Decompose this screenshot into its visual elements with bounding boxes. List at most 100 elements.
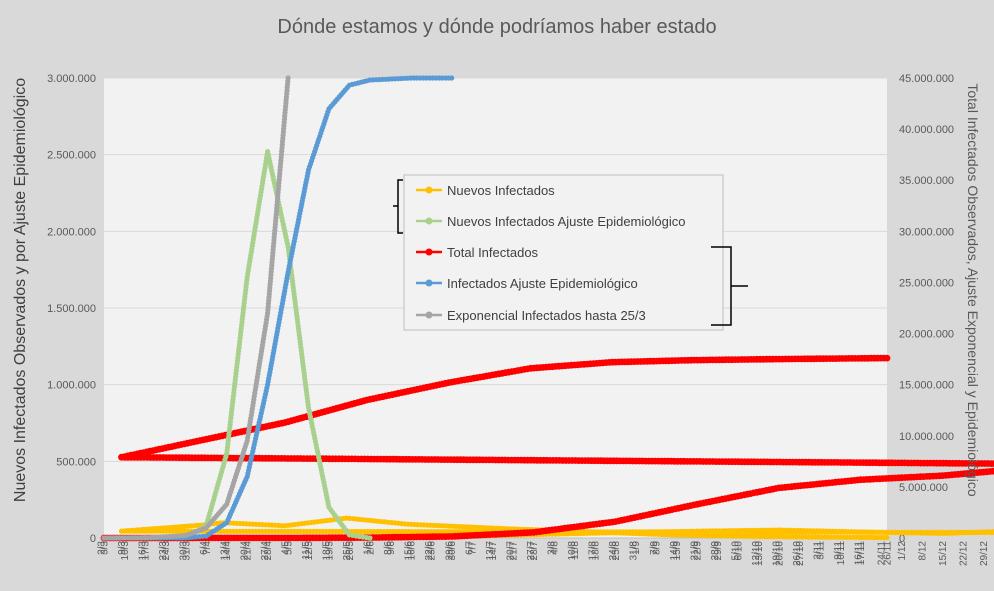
x-tick-label: 6/7	[465, 541, 476, 555]
legend-swatch-marker	[425, 279, 433, 287]
x-tick-label: 17/8	[587, 541, 598, 561]
legend-entry: Exponencial Infectados hasta 25/3	[416, 308, 646, 323]
series-marker	[449, 75, 455, 81]
x-tick-label: 24/11	[877, 541, 888, 566]
x-tick-label: 3/11	[815, 541, 826, 560]
x-tick-label: 7/7	[468, 541, 479, 555]
x-tick-label: 21/9	[690, 541, 701, 561]
x-tick-label: 28/7	[529, 541, 540, 561]
y2-tick-label: 30.000.000	[899, 226, 954, 238]
x-tick-label: 12/5	[304, 541, 315, 561]
y-tick-label: 2.000.000	[47, 226, 96, 238]
x-tick-label: 10/3	[120, 541, 131, 561]
x-tick-label: 2/6	[365, 541, 376, 555]
x-tick-label: 23/3	[158, 541, 169, 561]
x-tick-label: 14/7	[488, 541, 499, 561]
x-tick-label: 29/12	[979, 541, 990, 566]
y-tick-label: 500.000	[56, 456, 96, 468]
y2-axis-label: Total Infectados Observados, Ajuste Expo…	[965, 83, 981, 496]
legend-entry: Total Infectados	[416, 245, 539, 260]
legend-label: Nuevos Infectados	[447, 183, 555, 198]
x-tick-label: 27/4	[260, 541, 271, 561]
x-tick-label: 27/7	[526, 541, 537, 561]
y2-tick-label: 45.000.000	[899, 73, 954, 85]
x-tick-label: 16/11	[853, 541, 864, 566]
x-tick-label: 8/12	[918, 541, 929, 561]
x-tick-label: 16/6	[406, 541, 417, 561]
x-tick-label: 5/10	[731, 541, 742, 561]
legend: Nuevos Infectados Nuevos Infectados Ajust…	[393, 174, 748, 331]
x-tick-label: 26/11	[883, 541, 894, 566]
series-marker	[367, 535, 373, 541]
x-tick-label: 18/8	[590, 541, 601, 561]
y2-tick-label: 25.000.000	[899, 277, 954, 289]
y-tick-label: 2.500.000	[47, 150, 96, 162]
x-tick-label: 20/7	[506, 541, 517, 561]
y2-tick-label: 35.000.000	[899, 175, 954, 187]
x-tick-label: 2/11	[812, 541, 823, 560]
x-tick-label: 25/8	[611, 541, 622, 561]
series-marker	[989, 467, 994, 475]
legend-label: Infectados Ajuste Epidemiológico	[447, 276, 638, 291]
y2-tick-label: 5.000.000	[899, 482, 948, 494]
x-tick-label: 15/12	[938, 541, 949, 566]
x-tick-label: 22/12	[958, 541, 969, 566]
x-tick-label: 30/3	[178, 541, 189, 561]
x-tick-label: 19/10	[771, 541, 782, 566]
x-tick-label: 21/7	[509, 541, 520, 561]
legend-bracket-right	[711, 246, 748, 326]
x-tick-label: 7/4	[202, 541, 213, 555]
legend-label: Nuevos Infectados Ajuste Epidemiológico	[447, 214, 685, 229]
y2-tick-label: 10.000.000	[899, 431, 954, 443]
y-axis-label: Nuevos Infectados Observados y por Ajust…	[12, 78, 29, 502]
x-tick-label: 9/11	[833, 541, 844, 560]
y2-tick-label: 0	[899, 533, 905, 545]
x-tick-label: 4/5	[281, 541, 292, 555]
legend-swatch-marker	[425, 311, 433, 319]
x-tick-label: 4/8	[549, 541, 560, 555]
x-tick-label: 20/4	[240, 541, 251, 561]
x-tick-label: 2/3	[97, 541, 108, 555]
x-tick-label: 24/8	[608, 541, 619, 561]
x-tick-label: 13/10	[754, 541, 765, 566]
x-tick-label: 9/6	[386, 541, 397, 555]
series-marker	[285, 75, 291, 81]
x-tick-label: 21/4	[243, 541, 254, 561]
x-tick-label: 7/9	[649, 541, 660, 555]
x-tick-label: 17/3	[140, 541, 151, 561]
x-tick-label: 3/3	[100, 541, 111, 555]
y2-tick-label: 40.000.000	[899, 124, 954, 136]
x-tick-label: 20/10	[774, 541, 785, 566]
x-tick-label: 23/6	[427, 541, 438, 561]
legend-swatch-marker	[425, 217, 433, 225]
chart-title: Dónde estamos y dónde podríamos haber es…	[277, 16, 716, 38]
x-tick-label: 31/3	[181, 541, 192, 561]
x-tick-label: 11/5	[301, 541, 312, 560]
x-tick-label: 6/4	[199, 541, 210, 555]
y-tick-label: 1.500.000	[47, 303, 96, 315]
x-tick-label: 28/9	[710, 541, 721, 561]
legend-entry: Nuevos Infectados	[416, 183, 555, 198]
x-tick-label: 3/8	[547, 541, 558, 555]
series-marker	[884, 534, 890, 541]
x-tick-label: 10/8	[567, 541, 578, 561]
x-tick-label: 13/4	[219, 541, 230, 561]
x-tick-label: 13/7	[485, 541, 496, 561]
x-tick-label: 8/9	[652, 541, 663, 555]
x-tick-label: 11/8	[570, 541, 581, 560]
x-tick-label: 22/9	[693, 541, 704, 561]
legend-entry: Infectados Ajuste Epidemiológico	[416, 276, 638, 291]
x-tick-label: 18/5	[322, 541, 333, 561]
x-tick-label: 14/9	[669, 541, 680, 561]
x-tick-label: 14/4	[222, 541, 233, 561]
y-tick-label: 0	[90, 533, 96, 545]
x-tick-label: 27/10	[795, 541, 806, 566]
x-tick-label: 31/8	[628, 541, 639, 561]
x-tick-label: 25/5	[342, 541, 353, 561]
x-tick-label: 9/3	[117, 541, 128, 555]
series-3	[101, 75, 455, 541]
x-tick-label: 17/11	[856, 541, 867, 566]
legend-swatch-marker	[425, 248, 433, 256]
x-tick-label: 5/5	[284, 541, 295, 555]
